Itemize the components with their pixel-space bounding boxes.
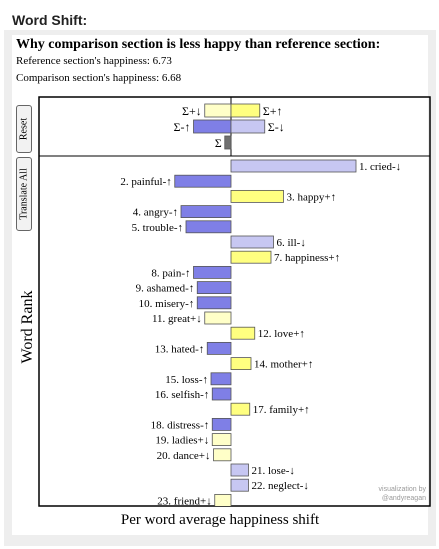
word-bar-label: 17. family+↑ [253, 404, 310, 416]
reference-happiness: Reference section's happiness: 6.73 [16, 55, 172, 67]
word-bar-label: 15. loss-↑ [165, 374, 208, 386]
summary-bar-label: Σ [215, 136, 222, 150]
word-bar-label: 2. painful-↑ [120, 176, 171, 188]
word-bar-label: 21. lose-↓ [252, 465, 295, 477]
word-bar [196, 296, 232, 310]
translate-all-button[interactable]: Translate All [16, 157, 32, 231]
word-bar [230, 235, 274, 249]
word-bar-label: 12. love+↑ [258, 328, 305, 340]
page-heading: Word Shift: [12, 12, 88, 28]
word-bar [230, 463, 249, 477]
word-bar [230, 326, 256, 340]
word-bar-label: 18. distress-↑ [151, 419, 210, 431]
chart-title: Why comparison section is less happy tha… [16, 37, 381, 52]
visualization-credit: visualization by [379, 486, 427, 493]
word-bar-label: 9. ashamed-↑ [136, 283, 195, 295]
word-bar [214, 493, 232, 506]
word-bar [210, 372, 232, 386]
word-bars-group: 1. cried-↓ 2. painful-↑ 3. happy+↑ 4. angry… [120, 159, 401, 507]
summary-bar [204, 103, 232, 118]
word-bar-label: 7. happiness+↑ [274, 252, 340, 264]
word-bar-label: 6. ill-↓ [277, 237, 306, 249]
comparison-happiness: Comparison section's happiness: 6.68 [16, 72, 182, 84]
word-bar [230, 189, 284, 203]
word-bar-label: 10. misery-↑ [139, 298, 195, 310]
word-bar-label: 22. neglect-↓ [252, 480, 309, 492]
word-bar [211, 433, 232, 447]
word-bar [193, 265, 232, 279]
summary-bar [230, 119, 266, 134]
word-bar-label: 5. trouble-↑ [132, 222, 183, 234]
plot-frame [38, 96, 431, 507]
word-bar [174, 174, 232, 188]
word-bar-label: 20. dance+↓ [157, 450, 211, 462]
visualization-credit: @andyreagan [382, 495, 426, 502]
word-bar-label: 19. ladies+↓ [155, 435, 209, 447]
word-bar-label: 13. hated-↑ [155, 343, 204, 355]
reset-button[interactable]: Reset [16, 105, 32, 153]
word-bar-label: 14. mother+↑ [254, 359, 313, 371]
summary-bar-label: Σ-↑ [174, 120, 191, 134]
word-bar [196, 281, 232, 295]
word-bar [230, 402, 251, 416]
word-bar-label: 11. great+↓ [152, 313, 202, 325]
word-bar [230, 478, 249, 492]
word-bar-label: 4. angry-↑ [133, 207, 178, 219]
word-bar [230, 159, 357, 173]
word-bar-label: 8. pain-↑ [151, 267, 190, 279]
word-bar [230, 250, 272, 264]
word-bar [180, 205, 232, 219]
word-bar [211, 387, 232, 401]
summary-bar-label: Σ-↓ [268, 120, 285, 134]
word-bar [230, 357, 252, 371]
word-bar-label: 1. cried-↓ [359, 161, 401, 173]
summary-bar-label: Σ+↓ [182, 104, 202, 118]
summary-bar-label: Σ+↑ [263, 104, 283, 118]
word-bar [206, 341, 232, 355]
word-bar [185, 220, 232, 234]
word-bar [213, 448, 232, 462]
word-bar-label: 23. friend+↓ [157, 495, 211, 507]
word-bar [204, 311, 232, 325]
word-bar [211, 417, 232, 431]
summary-bar [230, 103, 261, 118]
word-bar-label: 16. selfish-↑ [155, 389, 209, 401]
summary-bar [193, 119, 232, 134]
word-bar-label: 3. happy+↑ [287, 191, 337, 203]
x-axis-label: Per word average happiness shift [120, 512, 320, 528]
summary-bar [224, 135, 232, 150]
